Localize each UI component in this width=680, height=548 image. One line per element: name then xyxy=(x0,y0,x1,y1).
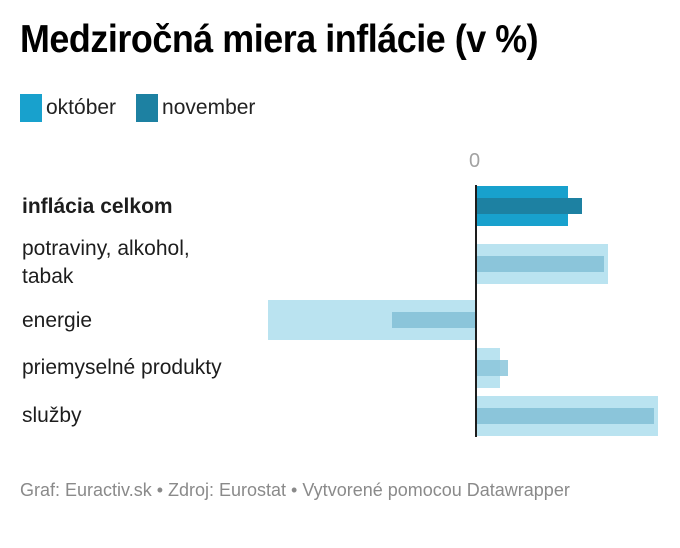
row-label-food-line2: tabak xyxy=(22,265,74,288)
row-label-total: inflácia celkom xyxy=(22,195,173,218)
row-label-food-line1: potraviny, alkohol, xyxy=(22,237,190,260)
chart-footer: Graf: Euractiv.sk • Zdroj: Eurostat • Vy… xyxy=(20,480,570,500)
legend-item-november: november xyxy=(136,94,255,122)
legend-label-november: november xyxy=(162,96,256,119)
bar-food-november xyxy=(477,256,604,272)
legend-swatch-november xyxy=(136,94,159,122)
legend: október november xyxy=(20,94,275,122)
legend-item-october: október xyxy=(20,94,116,122)
bar-industrial-november xyxy=(477,360,508,376)
row-label-food: potraviny, alkohol, tabak xyxy=(22,235,190,291)
row-label-industrial: priemyselné produkty xyxy=(22,356,222,379)
row-label-energy: energie xyxy=(22,309,93,332)
row-label-services: služby xyxy=(22,404,82,427)
zero-axis-line xyxy=(475,185,477,437)
legend-swatch-october xyxy=(20,94,42,122)
legend-label-october: október xyxy=(46,96,117,119)
chart-title: Medziročná miera inflácie (v %) xyxy=(20,18,539,61)
bar-services-november xyxy=(477,408,654,424)
bar-energy-november xyxy=(392,312,476,328)
x-axis-zero-label: 0 xyxy=(469,150,481,172)
bar-total-november xyxy=(477,198,582,214)
